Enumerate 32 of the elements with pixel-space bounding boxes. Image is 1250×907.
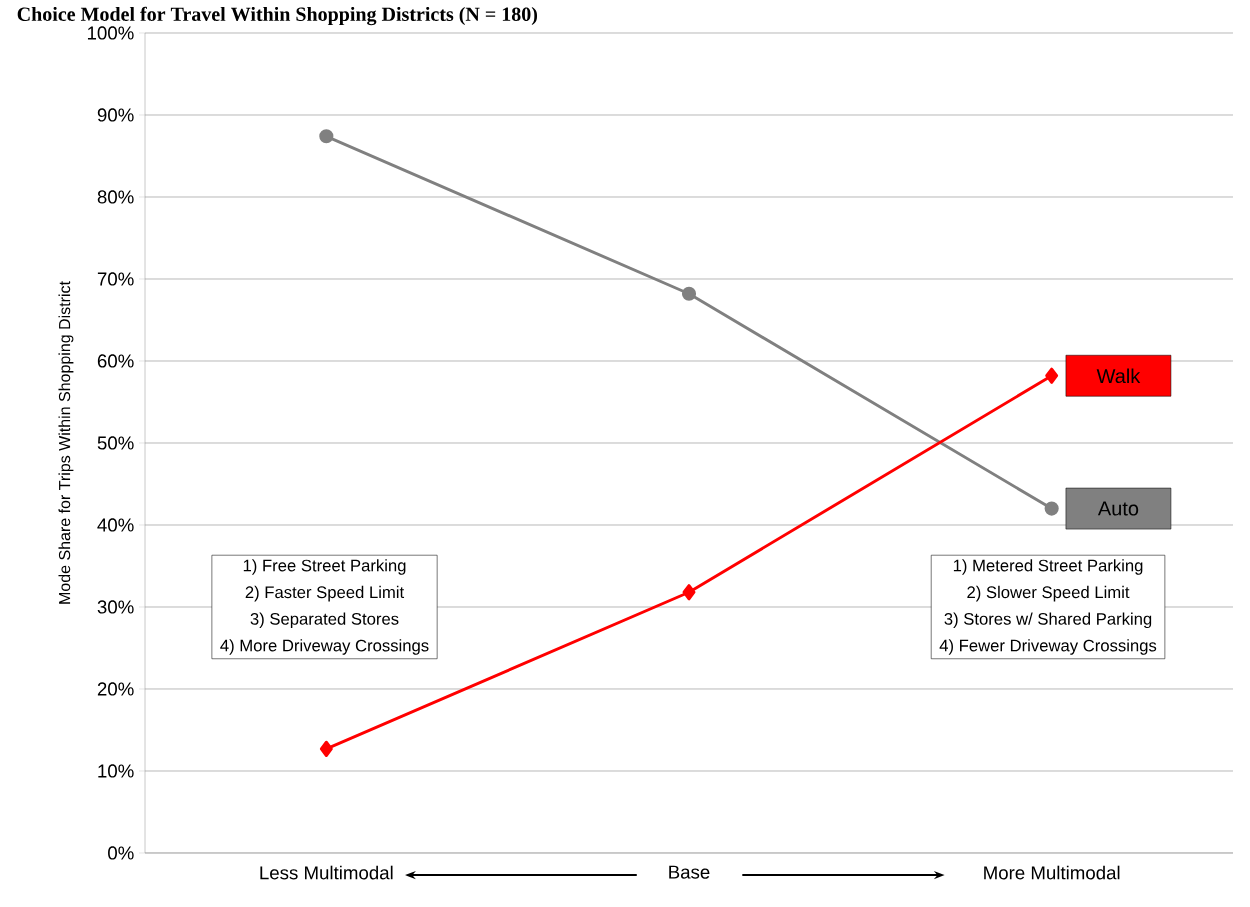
x-tick-label: Base: [669, 865, 710, 879]
point: [681, 286, 697, 301]
point: [319, 740, 333, 757]
annotation: 3) Separated Stores: [250, 612, 399, 629]
point: [1045, 367, 1059, 384]
y-tick-label: 60%: [97, 354, 134, 368]
annotation: 2) Faster Speed Limit: [245, 585, 405, 602]
annotation: 2) Slower Speed Limit: [967, 585, 1130, 602]
y-tick-label: 70%: [97, 272, 134, 286]
annotation: 1) Metered Street Parking: [953, 559, 1143, 575]
point: [682, 584, 696, 601]
x-tick-label: More Multimodal: [984, 865, 1120, 880]
x-tick-label: Less Multimodal: [260, 865, 393, 880]
text: Auto: [1097, 501, 1139, 516]
annotation: 4) Fewer Driveway Crossings: [939, 639, 1157, 655]
y-tick-label: 90%: [97, 108, 134, 122]
y-tick-label: 40%: [97, 518, 134, 532]
annotation: 1) Free Street Parking: [243, 559, 406, 575]
annotation: 4) More Driveway Crossings: [220, 639, 429, 655]
y-tick-label: 100%: [87, 26, 134, 40]
y-tick-label: 0%: [108, 846, 134, 860]
annotation: 3) Stores w/ Shared Parking: [944, 612, 1152, 629]
point: [1044, 501, 1059, 516]
chart-title: Choice Model for Travel Within Shopping Districts (N = 180): [17, 6, 538, 26]
y-tick-label: 80%: [97, 190, 134, 204]
text: Walk: [1096, 368, 1141, 384]
y-axis-title: Mode Share for Trips Within Shopping District: [58, 281, 74, 604]
y-tick-label: 50%: [97, 436, 134, 450]
y-tick-label: 30%: [97, 600, 134, 614]
point: [319, 129, 334, 144]
y-tick-label: 10%: [98, 764, 134, 778]
y-tick-label: 20%: [97, 682, 134, 696]
